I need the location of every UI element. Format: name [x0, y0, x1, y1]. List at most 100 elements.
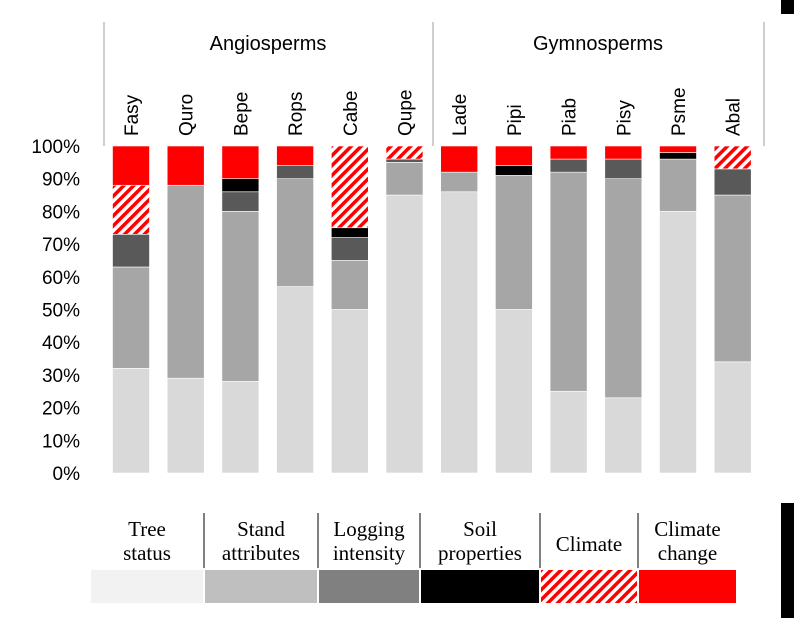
category-label-psme: Psme [669, 87, 690, 136]
frame-edge-bottom [781, 503, 794, 618]
bar-segment-tree-status [221, 381, 260, 474]
bar-segment-stand-attributes [166, 184, 205, 379]
bar-segment-climate [713, 145, 752, 170]
bar-segment-logging-intensity [276, 165, 314, 179]
bar-segment-tree-status [659, 211, 697, 474]
y-tick-label: 10% [42, 431, 80, 452]
bar-segment-tree-status [604, 397, 643, 474]
group-label-gymnosperms: Gymnosperms [533, 33, 663, 55]
bar-segment-tree-status [549, 390, 588, 474]
legend-label: Stand [237, 517, 285, 541]
legend-label: Logging [333, 517, 405, 541]
legend-label: attributes [222, 541, 300, 565]
group-header: Angiosperms Gymnosperms [103, 22, 765, 146]
legend-swatch [319, 570, 419, 603]
bar-segment-climate-change [495, 145, 533, 166]
bar-segment-climate-change [112, 145, 150, 186]
bar-segment-climate [330, 145, 369, 229]
bar-segment-climate-change [221, 145, 260, 180]
category-label-bepe: Bepe [231, 92, 252, 136]
y-tick-label: 30% [42, 366, 80, 387]
bar-segment-tree-status [713, 361, 752, 474]
bar-segment-tree-status [276, 286, 314, 474]
legend-label: Climate [654, 517, 721, 541]
y-tick-label: 50% [42, 301, 80, 322]
bar-stack-piab [549, 145, 588, 474]
bar-segment-stand-attributes [221, 211, 260, 382]
bar-segment-tree-status [440, 191, 479, 474]
y-tick-label: 70% [42, 235, 80, 256]
bar-stack-qupe [385, 145, 424, 474]
bar-segment-climate-change [166, 145, 205, 186]
y-tick-label: 60% [42, 268, 80, 289]
category-label-cabe: Cabe [341, 91, 362, 136]
bar-segment-soil-properties [495, 165, 533, 176]
bar-segment-tree-status [166, 377, 205, 474]
bar-segment-climate-change [276, 145, 314, 166]
bar-segment-climate-change [440, 145, 479, 173]
legend-label: Soil [463, 517, 497, 541]
bar-segment-stand-attributes [330, 260, 369, 310]
bar-segment-logging-intensity [549, 158, 588, 173]
bar-segment-climate-change [604, 145, 643, 160]
category-label-piab: Piab [560, 98, 581, 136]
legend-swatch [421, 570, 539, 603]
legend-swatch [205, 570, 317, 603]
bar-segment-logging-intensity [330, 237, 369, 261]
bar-stack-abal [713, 145, 752, 474]
bar-segment-stand-attributes [440, 171, 479, 193]
bar-stack-bepe [221, 145, 260, 474]
bar-segment-tree-status [385, 194, 424, 474]
legend-swatch [639, 570, 736, 603]
bar-segment-soil-properties [330, 227, 369, 238]
bar-segment-climate [385, 145, 424, 160]
bar-segment-tree-status [112, 368, 150, 474]
legend-label: status [123, 541, 171, 565]
y-tick-label: 100% [31, 137, 80, 158]
y-tick-label: 20% [42, 399, 80, 420]
category-label-pipi: Pipi [505, 104, 526, 136]
category-label-abal: Abal [724, 98, 745, 136]
legend-label: change [658, 541, 717, 565]
bar-segment-logging-intensity [604, 158, 643, 180]
bar-segment-logging-intensity [385, 158, 424, 163]
bar-stack-rops [276, 145, 314, 474]
y-tick-label: 40% [42, 333, 80, 354]
bar-segment-stand-attributes [276, 178, 314, 287]
bar-segment-climate [112, 184, 150, 235]
category-label-pisy: Pisy [614, 100, 635, 136]
bar-segment-soil-properties [221, 178, 260, 193]
bar-stack-fasy [112, 145, 150, 474]
bar-segment-stand-attributes [385, 162, 424, 196]
category-label-quro: Quro [177, 94, 198, 136]
bar-segment-stand-attributes [112, 266, 150, 369]
category-label-fasy: Fasy [122, 94, 143, 136]
bar-stack-lade [440, 145, 479, 474]
bar-segment-stand-attributes [549, 171, 588, 392]
bar-segment-stand-attributes [604, 178, 643, 399]
bar-segment-stand-attributes [659, 158, 697, 212]
bar-segment-logging-intensity [112, 233, 150, 268]
frame-edge-top [781, 0, 794, 14]
bar-segment-tree-status [330, 309, 369, 474]
bar-segment-logging-intensity [713, 168, 752, 196]
legend-swatch [91, 570, 203, 603]
legend-swatch [541, 570, 637, 603]
y-tick-label: 80% [42, 202, 80, 223]
legend-label: intensity [333, 541, 406, 565]
category-label-qupe: Qupe [396, 90, 417, 136]
bar-stack-cabe [330, 145, 369, 474]
legend-label: properties [438, 541, 522, 565]
bar-stack-pipi [495, 145, 533, 474]
bar-segment-climate-change [659, 145, 697, 153]
category-label-lade: Lade [450, 94, 471, 136]
bar-segment-soil-properties [659, 152, 697, 160]
bar-segment-logging-intensity [221, 191, 260, 212]
group-label-angiosperms: Angiosperms [210, 33, 327, 55]
bar-stack-pisy [604, 145, 643, 474]
y-tick-label: 0% [53, 464, 81, 485]
y-tick-label: 90% [42, 170, 80, 191]
bar-segment-climate-change [549, 145, 588, 160]
